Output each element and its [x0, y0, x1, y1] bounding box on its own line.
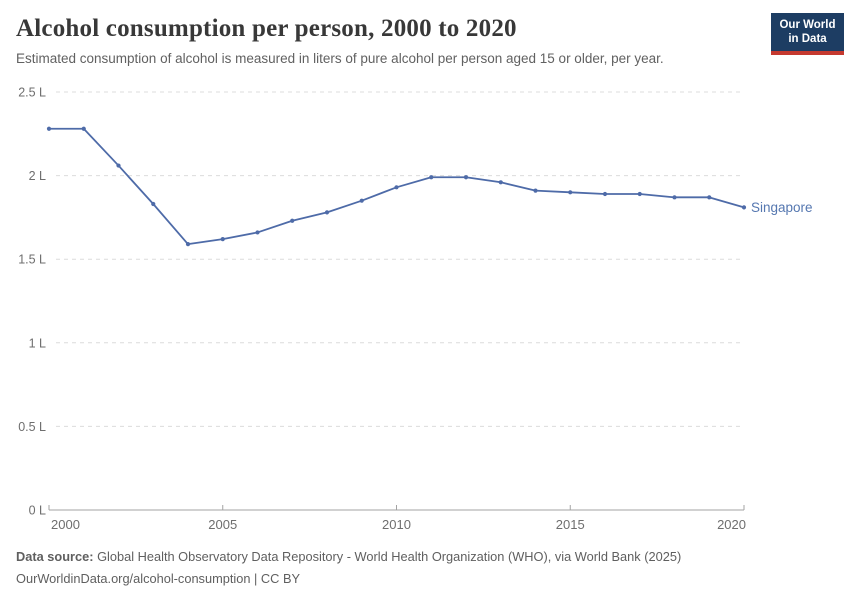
- data-point-marker[interactable]: [498, 180, 503, 185]
- x-tick-label: 2005: [208, 517, 237, 532]
- data-point-marker[interactable]: [741, 205, 747, 210]
- x-axis: 2000 2005 2010 2015 2020: [48, 505, 746, 532]
- data-point-marker[interactable]: [707, 195, 712, 200]
- x-tick-label: 2010: [382, 517, 411, 532]
- series-line-singapore[interactable]: Singapore: [46, 126, 813, 247]
- x-tick-label: 2020: [717, 517, 746, 532]
- y-tick-label: 2.5 L: [18, 86, 46, 100]
- owid-logo: Our World in Data: [771, 13, 844, 56]
- y-tick-label: 0.5 L: [18, 420, 46, 434]
- y-tick-label: 2 L: [29, 169, 46, 183]
- data-point-marker[interactable]: [637, 191, 642, 197]
- y-tick-label: 1 L: [29, 336, 46, 350]
- data-point-marker[interactable]: [46, 126, 52, 131]
- data-point-marker[interactable]: [81, 126, 86, 131]
- data-point-marker[interactable]: [290, 218, 295, 223]
- data-point-marker[interactable]: [359, 198, 364, 203]
- owid-logo-text-line2: in Data: [788, 32, 827, 45]
- data-point-marker[interactable]: [533, 188, 538, 193]
- data-point-marker[interactable]: [185, 242, 191, 247]
- footer-datasource-text: Global Health Observatory Data Repositor…: [93, 549, 682, 564]
- x-tick-label: 2000: [51, 517, 80, 532]
- chart-title: Alcohol consumption per person, 2000 to …: [16, 15, 517, 42]
- data-point-marker[interactable]: [324, 210, 330, 215]
- y-tick-label: 0 L: [29, 504, 46, 518]
- footer-datasource-line: Data source: Global Health Observatory D…: [16, 546, 816, 568]
- data-point-marker[interactable]: [220, 237, 225, 242]
- y-tick-label: 1.5 L: [18, 253, 46, 267]
- series-end-label[interactable]: Singapore: [751, 200, 813, 215]
- data-point-marker[interactable]: [255, 230, 260, 235]
- y-gridlines: 0 L 0.5 L 1 L 1.5 L 2 L 2.5 L: [18, 86, 744, 518]
- data-point-marker[interactable]: [568, 190, 573, 195]
- data-point-marker[interactable]: [151, 201, 156, 207]
- footer-datasource-label: Data source:: [16, 549, 94, 564]
- x-tick-label: 2015: [556, 517, 585, 532]
- data-point-marker[interactable]: [672, 195, 677, 200]
- chart-subtitle: Estimated consumption of alcohol is meas…: [16, 51, 664, 66]
- data-point-marker[interactable]: [116, 163, 121, 168]
- owid-logo-text-line1: Our World: [779, 19, 836, 31]
- chart-footer: Data source: Global Health Observatory D…: [16, 546, 816, 589]
- data-point-marker[interactable]: [463, 175, 469, 180]
- footer-url-license-line: OurWorldinData.org/alcohol-consumption |…: [16, 570, 301, 586]
- data-point-marker[interactable]: [602, 191, 608, 197]
- data-point-marker[interactable]: [394, 185, 399, 190]
- data-point-marker[interactable]: [429, 175, 434, 180]
